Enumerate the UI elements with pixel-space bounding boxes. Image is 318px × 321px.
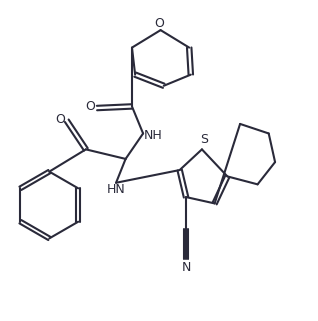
Text: O: O: [85, 100, 95, 113]
Text: NH: NH: [143, 128, 162, 142]
Text: O: O: [154, 17, 164, 30]
Text: N: N: [181, 261, 191, 273]
Text: HN: HN: [107, 183, 125, 196]
Text: S: S: [200, 133, 209, 146]
Text: O: O: [55, 113, 65, 126]
